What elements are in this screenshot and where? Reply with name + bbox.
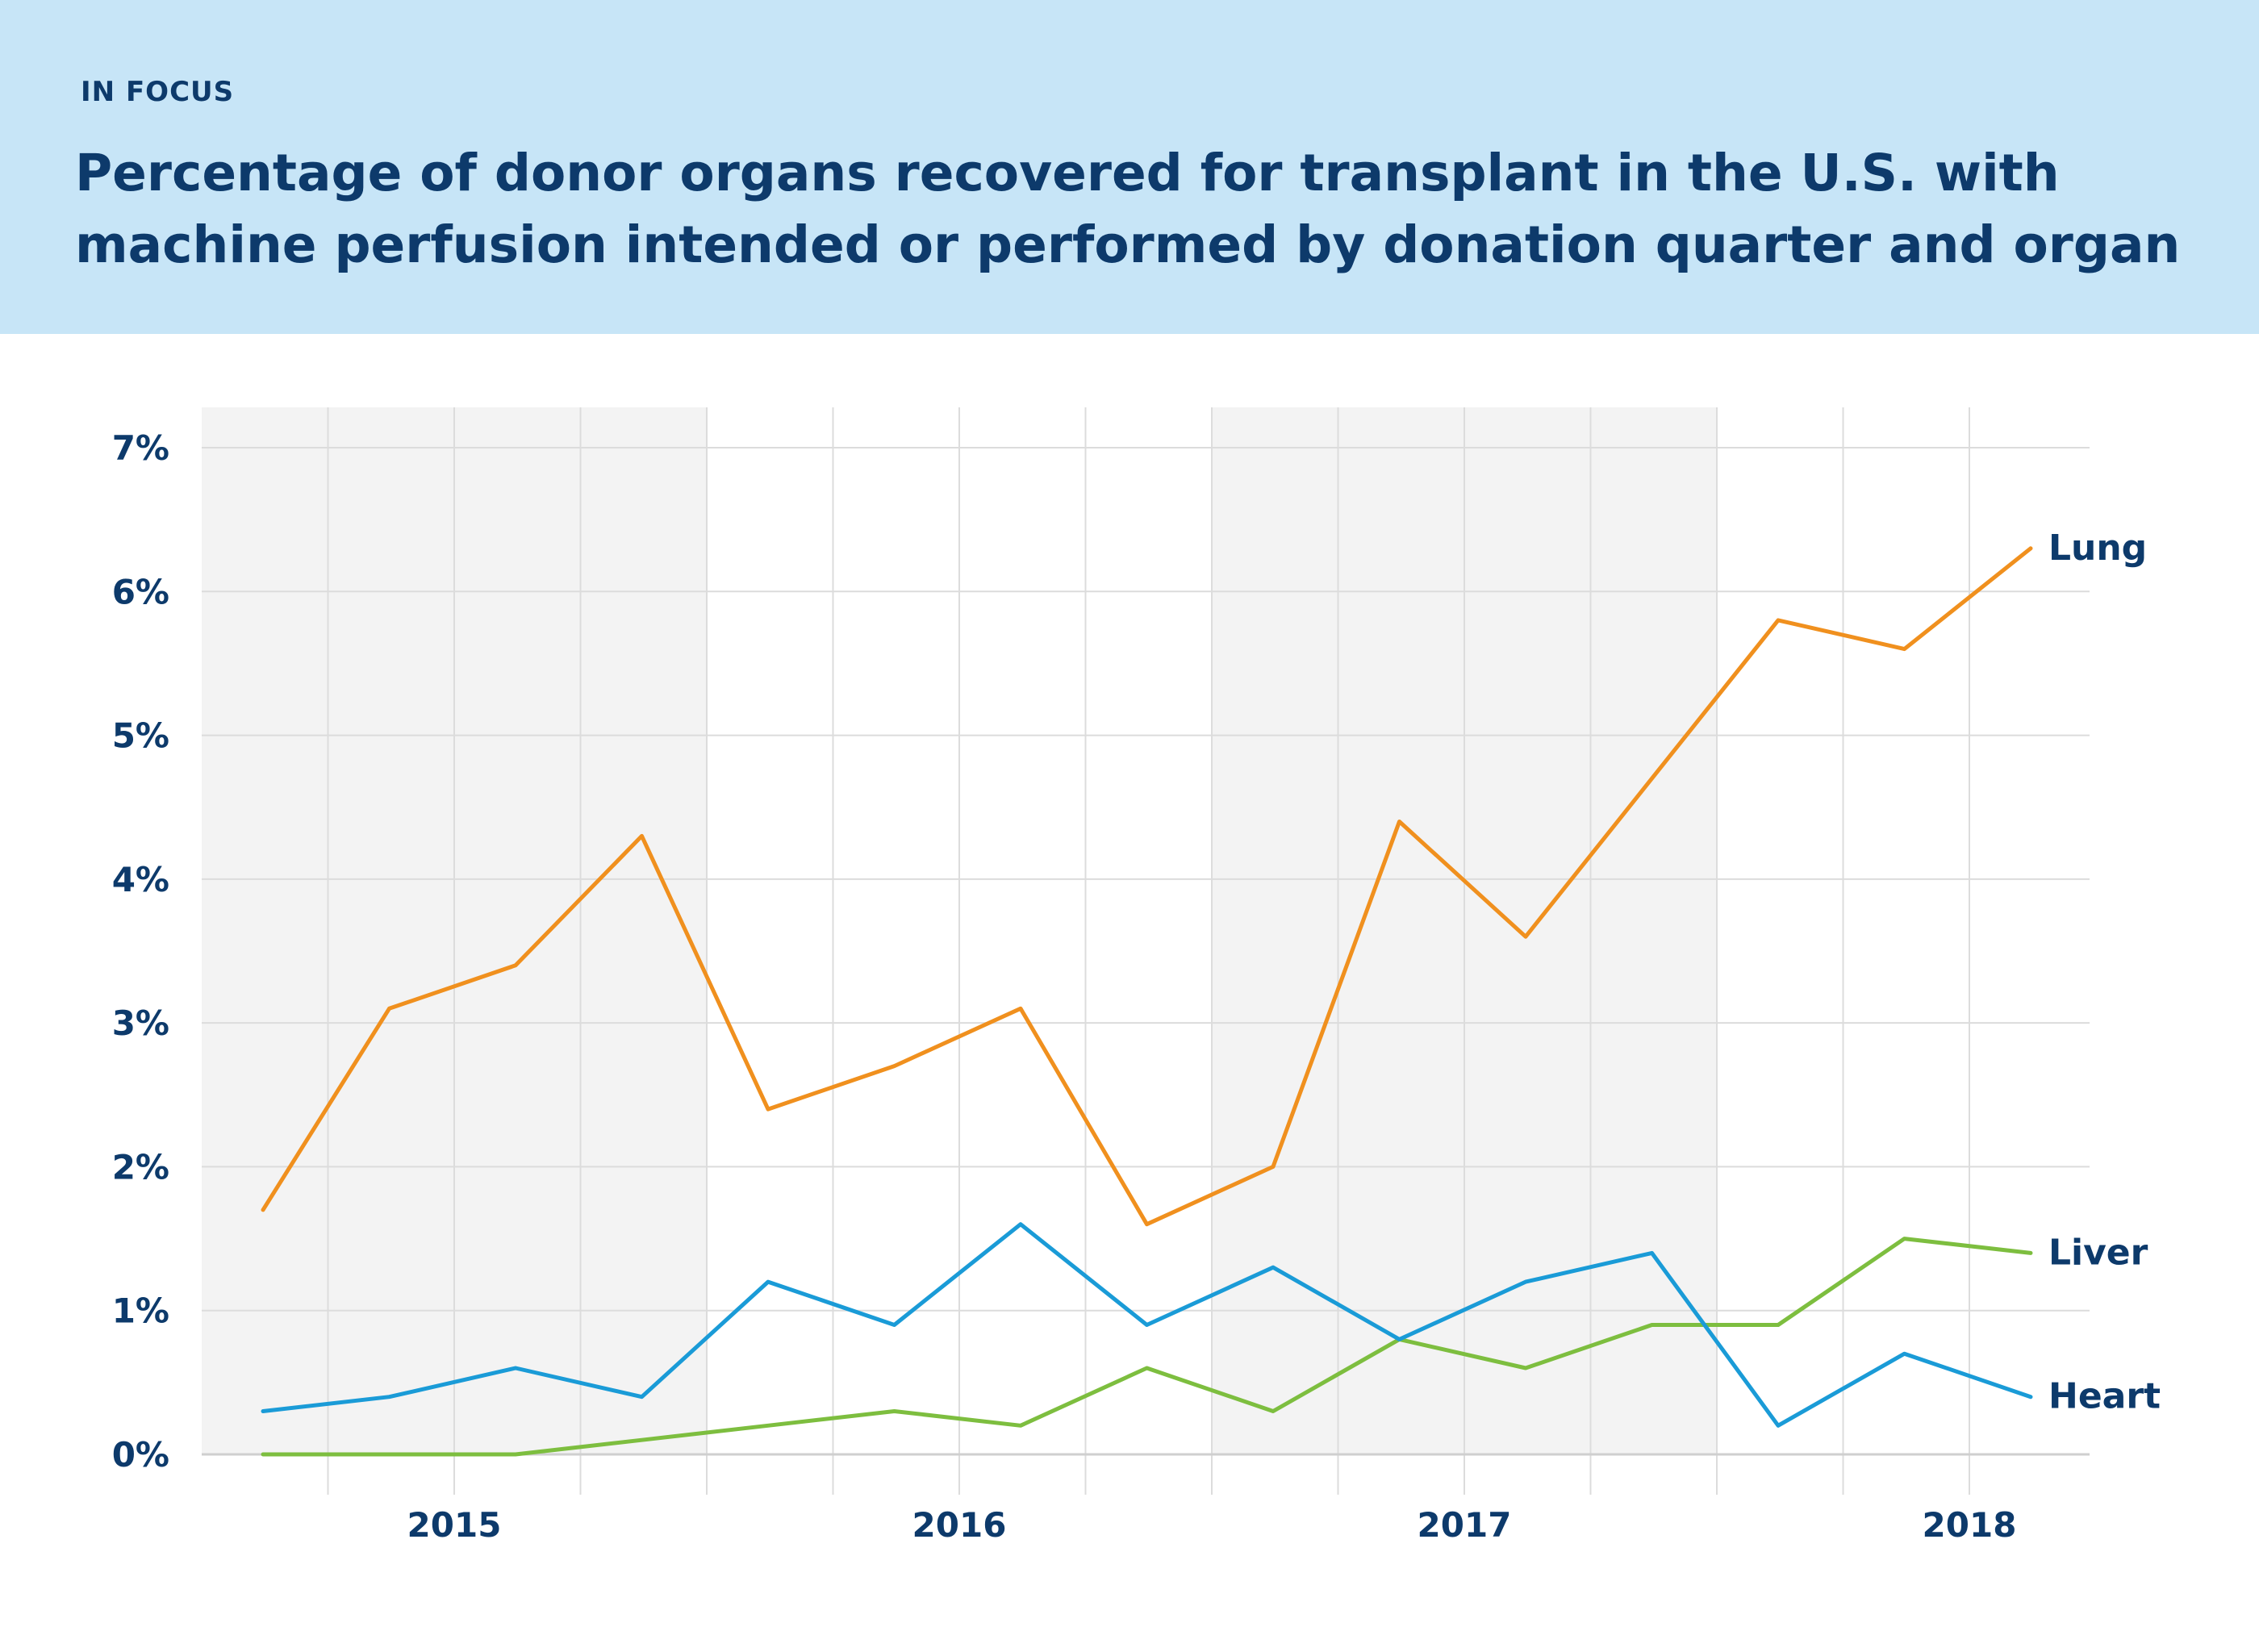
series-line-lung <box>261 546 2033 1227</box>
series-line-liver <box>261 1237 2033 1457</box>
y-tick-label: 6% <box>112 572 169 611</box>
x-tick-label: 2018 <box>1923 1505 2017 1545</box>
series-lines <box>261 546 2033 1457</box>
x-tick-label: 2015 <box>407 1505 502 1545</box>
series-line-heart <box>261 1222 2033 1428</box>
x-tick-label: 2017 <box>1418 1505 1512 1545</box>
y-tick-label: 4% <box>112 860 169 899</box>
y-tick-label: 1% <box>112 1291 169 1331</box>
y-tick-label: 5% <box>112 716 169 756</box>
vertical-gridlines <box>327 407 1970 1495</box>
y-tick-label: 7% <box>112 428 169 468</box>
series-label-heart: Heart <box>2048 1376 2161 1417</box>
x-axis-ticks: 2015 2016 2017 2018 <box>407 1505 2017 1545</box>
x-tick-label: 2016 <box>912 1505 1007 1545</box>
series-label-lung: Lung <box>2048 528 2147 569</box>
y-axis-ticks: 0% 1% 2% 3% 4% 5% 6% 7% <box>112 428 169 1475</box>
series-labels: Lung Liver Heart <box>2048 528 2161 1417</box>
kicker-label: IN FOCUS <box>81 76 235 108</box>
series-label-liver: Liver <box>2048 1232 2148 1273</box>
y-tick-label: 0% <box>112 1435 169 1475</box>
header-banner: IN FOCUS Percentage of donor organs reco… <box>0 0 2259 334</box>
y-tick-label: 3% <box>112 1003 169 1043</box>
chart-title: Percentage of donor organs recovered for… <box>75 144 2181 274</box>
y-tick-label: 2% <box>112 1147 169 1187</box>
